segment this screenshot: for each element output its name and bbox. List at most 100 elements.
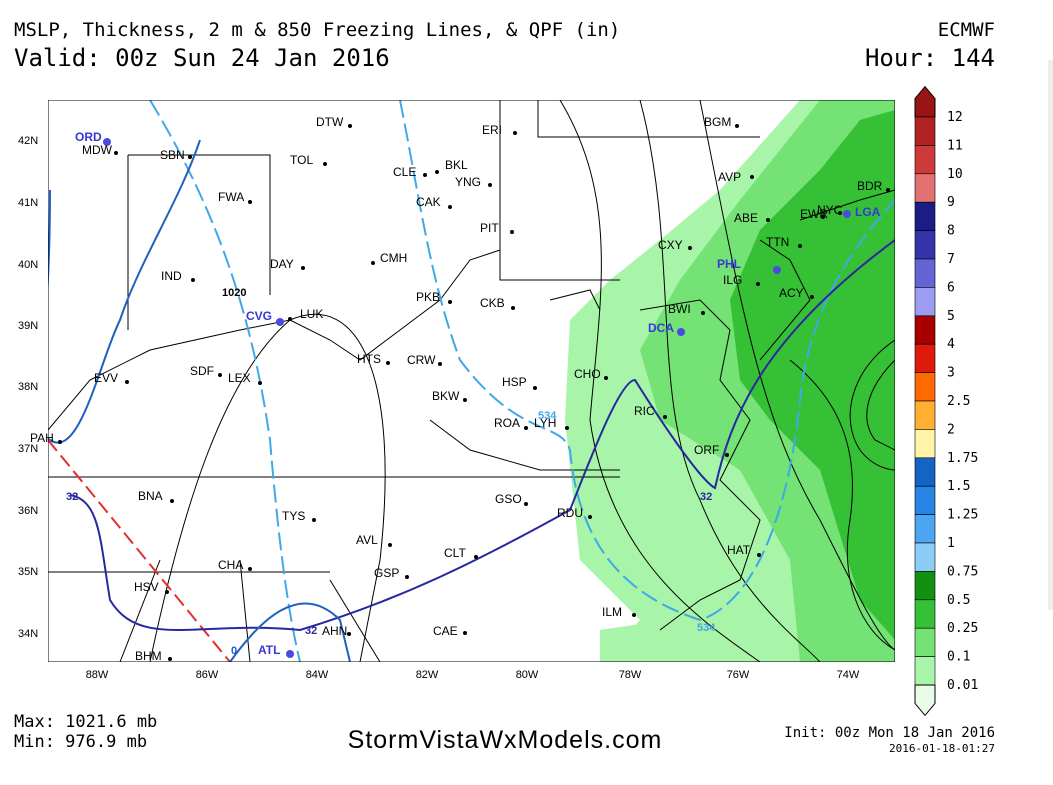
colorbar-label: 7: [947, 252, 955, 267]
station-dot: [688, 246, 692, 250]
station-dot-major: [276, 318, 284, 326]
city-label: LUK: [300, 307, 323, 321]
lat-label: 34N: [18, 628, 38, 640]
side-strip: [1048, 60, 1053, 610]
city-label: HSV: [134, 580, 159, 594]
contour-label: 32: [305, 625, 317, 637]
station-dot: [701, 311, 705, 315]
colorbar-swatch: [914, 627, 936, 657]
station-dot: [604, 376, 608, 380]
lat-label: 37N: [18, 443, 38, 455]
title: MSLP, Thickness, 2 m & 850 Freezing Line…: [14, 19, 620, 41]
city-label: GSO: [495, 492, 522, 506]
station-dot: [301, 266, 305, 270]
city-label: TOL: [290, 153, 313, 167]
lon-label: 76W: [727, 669, 750, 681]
city-label: CHA: [218, 558, 243, 572]
station-dot: [565, 426, 569, 430]
station-dot: [258, 381, 262, 385]
city-label: RDU: [557, 506, 583, 520]
station-dot: [725, 453, 729, 457]
station-dot: [405, 575, 409, 579]
station-dot: [513, 131, 517, 135]
colorbar-swatch: [914, 485, 936, 515]
colorbar-label: 1.5: [947, 479, 970, 494]
lon-label: 84W: [306, 669, 329, 681]
station-dot: [810, 295, 814, 299]
city-label: BDR: [857, 179, 883, 193]
colorbar: 12 11 10 9 8 7 6 5 4 3 2.5 2 1.75 1.5 1.25 1 0.75 0.5 0.25…: [914, 85, 978, 717]
lon-label: 82W: [416, 669, 439, 681]
colorbar-label: 6: [947, 280, 955, 295]
station-dot: [58, 440, 62, 444]
station-dot: [438, 362, 442, 366]
colorbar-swatch: [914, 258, 936, 288]
contour-label: 534: [697, 622, 716, 634]
colorbar-label: 1.75: [947, 451, 978, 466]
city-label: ROA: [494, 416, 520, 430]
city-label: AVL: [356, 533, 378, 547]
station-dot: [886, 188, 890, 192]
colorbar-label: 11: [947, 138, 963, 153]
city-label: CKB: [480, 296, 505, 310]
city-label: PAH: [30, 431, 54, 445]
contour-label: 1020: [222, 287, 246, 299]
lon-label: 80W: [516, 669, 539, 681]
colorbar-swatch: [914, 542, 936, 572]
station-dot: [474, 555, 478, 559]
city-label: SBN: [160, 148, 185, 162]
station-dot: [288, 317, 292, 321]
city-label: TTN: [766, 235, 789, 249]
city-label: GSP: [374, 566, 399, 580]
station-dot: [312, 518, 316, 522]
station-dot: [533, 386, 537, 390]
city-label: BHM: [135, 649, 162, 663]
station-dot: [463, 398, 467, 402]
city-label: DAY: [270, 257, 294, 271]
colorbar-swatch: [914, 116, 936, 146]
city-label: ORF: [694, 443, 719, 457]
lat-label: 39N: [18, 320, 38, 332]
max-pressure: Max: 1021.6 mb: [14, 712, 157, 732]
station-dot: [435, 170, 439, 174]
city-label: TYS: [282, 509, 305, 523]
station-dot: [838, 211, 842, 215]
city-label: ERI: [482, 123, 502, 137]
colorbar-swatch: [914, 571, 936, 601]
colorbar-label: 8: [947, 224, 955, 239]
station-dot: [463, 631, 467, 635]
colorbar-bottom-arrow: [914, 684, 936, 717]
station-dot: [388, 543, 392, 547]
colorbar-swatch: [914, 457, 936, 487]
city-label: ACY: [779, 286, 804, 300]
city-label: AVP: [718, 170, 741, 184]
lat-label: 38N: [18, 381, 38, 393]
colorbar-swatch: [914, 230, 936, 260]
city-label: IND: [161, 269, 182, 283]
city-label: LEX: [228, 371, 251, 385]
colorbar-swatch: [914, 429, 936, 459]
city-label: CXY: [658, 238, 683, 252]
station-dot: [448, 205, 452, 209]
city-label: CHO: [574, 367, 601, 381]
station-dot-major: [843, 210, 851, 218]
city-label: CAK: [416, 195, 441, 209]
colorbar-label: 2.5: [947, 394, 970, 409]
station-dot: [114, 151, 118, 155]
city-label: LYH: [534, 416, 556, 430]
contour-label: 32: [66, 491, 78, 503]
lat-label: 40N: [18, 259, 38, 271]
city-label: MDW: [82, 143, 113, 157]
city-label: BKW: [432, 389, 460, 403]
city-label: BNA: [138, 489, 163, 503]
station-dot: [191, 278, 195, 282]
city-label: FWA: [218, 190, 244, 204]
station-dot: [248, 567, 252, 571]
city-label: SDF: [190, 364, 214, 378]
model-name: ECMWF: [938, 19, 995, 41]
city-label: PKB: [416, 290, 440, 304]
boundaries: [48, 100, 895, 662]
station-dot: [766, 218, 770, 222]
lon-label: 86W: [196, 669, 219, 681]
colorbar-label: 3: [947, 366, 955, 381]
